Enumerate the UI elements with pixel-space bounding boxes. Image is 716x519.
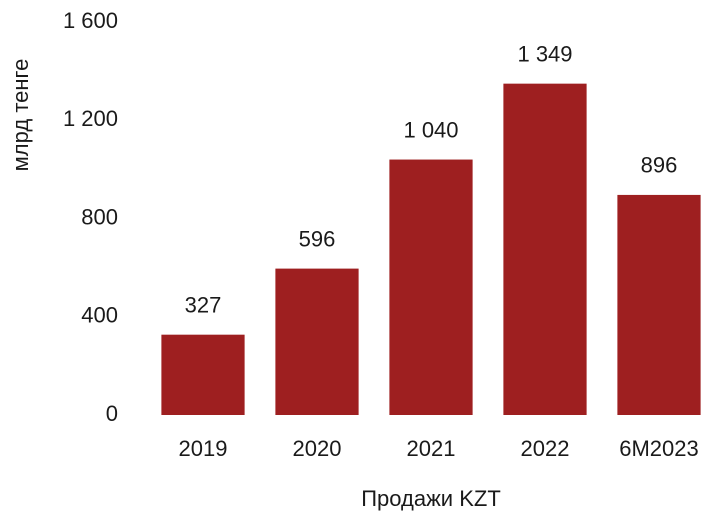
x-tick-label: 6M2023 — [619, 436, 699, 461]
y-tick-label: 1 600 — [63, 8, 118, 33]
x-axis-label: Продажи KZT — [361, 486, 501, 511]
y-tick-label: 1 200 — [63, 106, 118, 131]
y-tick-label: 0 — [106, 401, 118, 426]
bar — [389, 159, 473, 415]
bar — [161, 334, 245, 415]
bar — [617, 194, 701, 415]
data-label: 327 — [185, 292, 222, 317]
y-tick-label: 400 — [81, 303, 118, 328]
y-tick-label: 800 — [81, 204, 118, 229]
bar — [275, 268, 359, 415]
data-label: 1 349 — [517, 41, 572, 66]
data-label: 1 040 — [403, 117, 458, 142]
x-tick-label: 2019 — [179, 436, 228, 461]
x-tick-label: 2020 — [293, 436, 342, 461]
data-label: 596 — [299, 226, 336, 251]
x-tick-label: 2021 — [407, 436, 456, 461]
y-axis-label: млрд тенге — [8, 59, 33, 172]
bar — [503, 83, 587, 415]
data-label: 896 — [641, 153, 678, 178]
x-tick-label: 2022 — [521, 436, 570, 461]
